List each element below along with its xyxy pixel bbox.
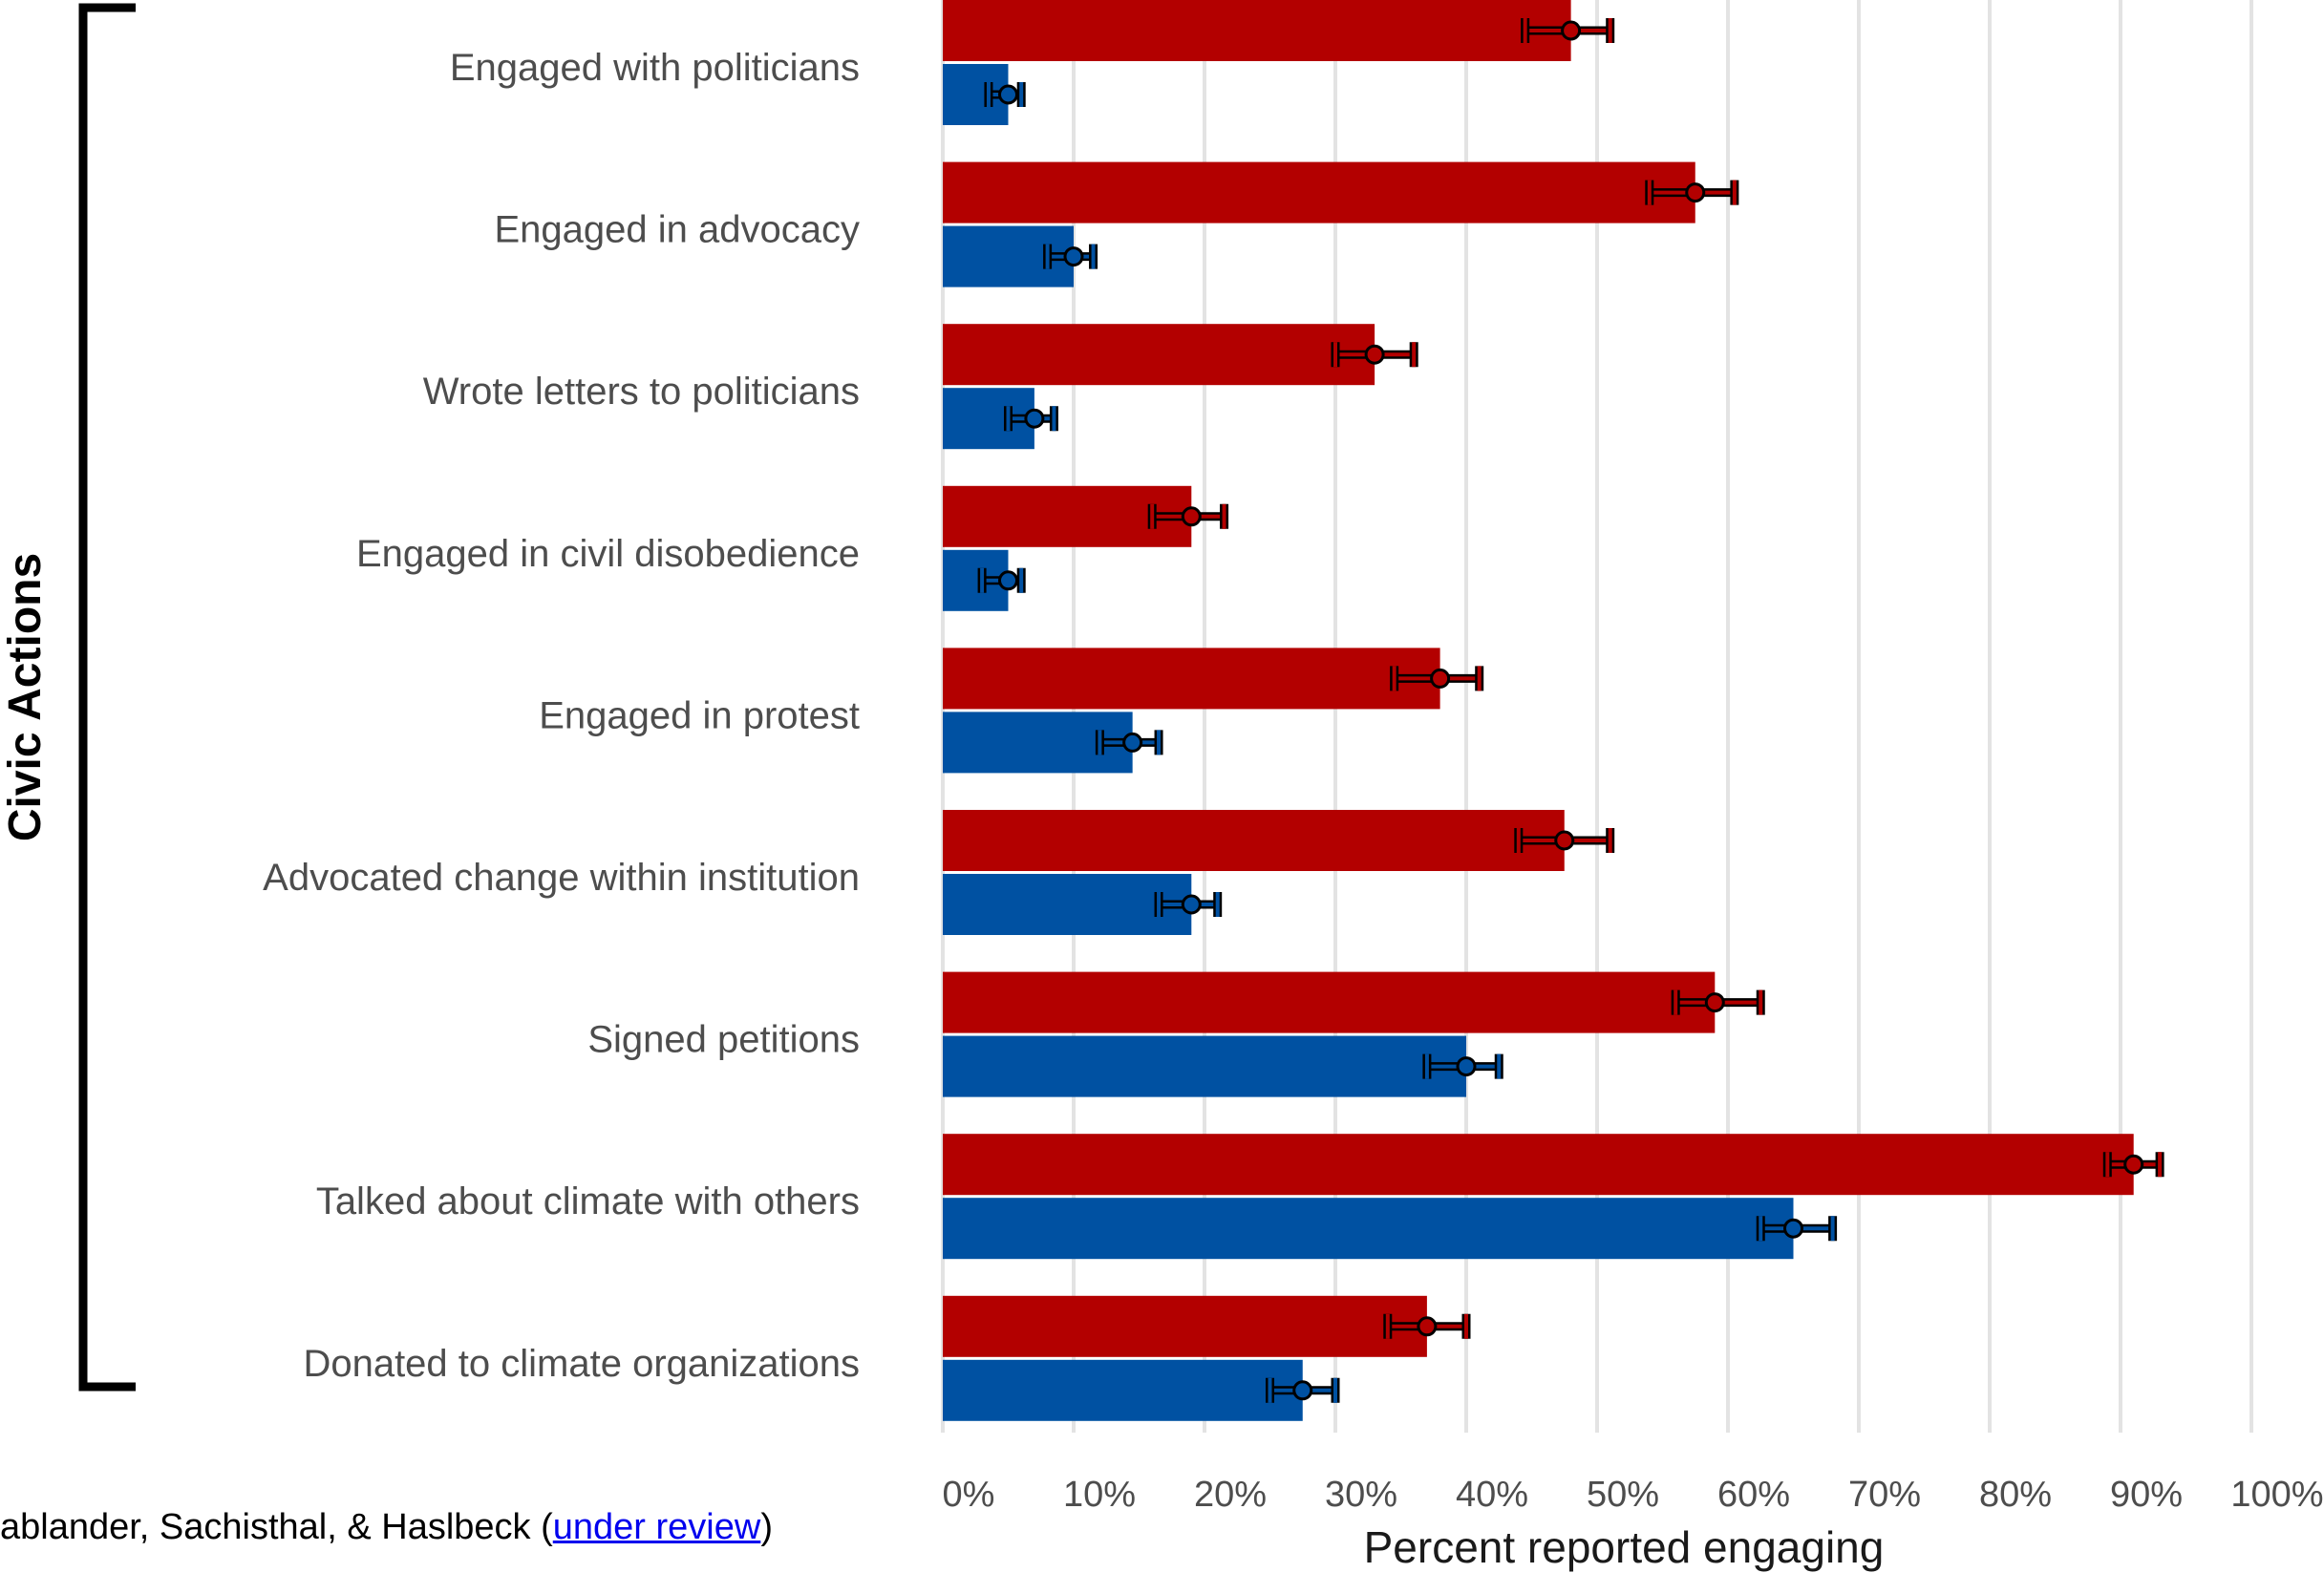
error-bar — [1756, 1216, 1838, 1242]
error-bar — [1671, 989, 1765, 1015]
bar — [943, 1035, 1466, 1097]
error-bar — [1390, 666, 1484, 691]
error-bar — [1095, 730, 1163, 755]
bar — [943, 648, 1440, 710]
error-bars — [977, 18, 2164, 1403]
bar — [943, 324, 1375, 386]
point-marker — [1704, 992, 1725, 1013]
category-label: Engaged with politicians — [450, 47, 860, 89]
category-label: Donated to climate organizations — [303, 1343, 860, 1385]
point-marker — [998, 84, 1018, 105]
x-tick-label: 0% — [943, 1475, 995, 1515]
category-labels: Engaged with politicians Engaged in advoc… — [263, 47, 860, 1385]
x-axis-title: Percent reported engaging — [1364, 1522, 1885, 1572]
category-label: Engaged in protest — [539, 694, 860, 736]
category-label: Signed petitions — [587, 1019, 860, 1061]
point-marker — [2123, 1154, 2144, 1175]
category-label: Engaged in advocacy — [495, 209, 861, 251]
point-marker — [1181, 894, 1202, 915]
point-marker — [1063, 246, 1084, 267]
bar — [943, 0, 1571, 61]
category-label: Advocated change within institution — [263, 857, 860, 899]
error-bar — [1147, 503, 1229, 529]
point-marker — [1292, 1380, 1313, 1401]
bar — [943, 810, 1565, 871]
bar — [943, 1198, 1794, 1260]
error-bar — [1514, 828, 1615, 853]
point-marker — [1122, 732, 1143, 753]
x-tick-label: 20% — [1194, 1475, 1267, 1515]
x-tick-label: 60% — [1717, 1475, 1790, 1515]
category-label: Talked about climate with others — [316, 1180, 860, 1222]
error-bar — [1004, 406, 1058, 432]
point-marker — [1554, 830, 1575, 851]
error-bar — [1154, 892, 1223, 917]
error-bar — [1266, 1377, 1340, 1403]
error-bar — [1383, 1313, 1471, 1339]
error-bar — [1645, 180, 1739, 205]
x-tick-label: 100% — [2230, 1475, 2323, 1515]
x-tick-label: 30% — [1325, 1475, 1397, 1515]
error-bar — [1422, 1053, 1503, 1079]
point-marker — [1456, 1056, 1477, 1077]
citation-text: ablander, Sachisthal, & Haslbeck ( — [0, 1507, 553, 1547]
bars — [943, 0, 2134, 1421]
x-tick-label: 90% — [2110, 1475, 2183, 1515]
citation-suffix: ) — [760, 1507, 773, 1547]
x-tick-label: 40% — [1456, 1475, 1528, 1515]
point-marker — [1024, 408, 1045, 429]
error-bar — [1331, 342, 1418, 368]
point-marker — [1364, 344, 1385, 365]
citation: ablander, Sachisthal, & Haslbeck (under … — [0, 1507, 773, 1548]
point-marker — [1430, 668, 1451, 689]
error-bar — [977, 567, 1026, 593]
point-marker — [1685, 182, 1706, 203]
bar — [943, 161, 1695, 223]
x-tick-label: 10% — [1063, 1475, 1136, 1515]
category-label: Wrote letters to politicians — [423, 371, 860, 413]
bar — [943, 1134, 2134, 1196]
point-marker — [1561, 20, 1582, 41]
x-tick-label: 70% — [1848, 1475, 1921, 1515]
bar — [943, 971, 1716, 1033]
x-tick-labels: 0% 10% 20% 30% 40% 50% 60% 70% 80% 90% 100% — [943, 1475, 2324, 1515]
point-marker — [998, 570, 1018, 591]
x-tick-label: 80% — [1979, 1475, 2052, 1515]
error-bar — [1521, 18, 1615, 43]
category-label: Engaged in civil disobedience — [356, 533, 860, 575]
x-tick-label: 50% — [1587, 1475, 1659, 1515]
point-marker — [1783, 1218, 1803, 1239]
bar — [943, 874, 1192, 935]
bar — [943, 1359, 1303, 1421]
bar — [943, 1295, 1427, 1357]
error-bar — [2102, 1152, 2164, 1178]
error-bar — [1043, 244, 1098, 269]
group-bracket — [78, 3, 136, 1392]
point-marker — [1417, 1316, 1438, 1337]
error-bar — [984, 82, 1026, 107]
citation-link[interactable]: under review — [552, 1507, 761, 1547]
group-title: Civic Actions — [0, 553, 51, 841]
point-marker — [1181, 506, 1202, 527]
